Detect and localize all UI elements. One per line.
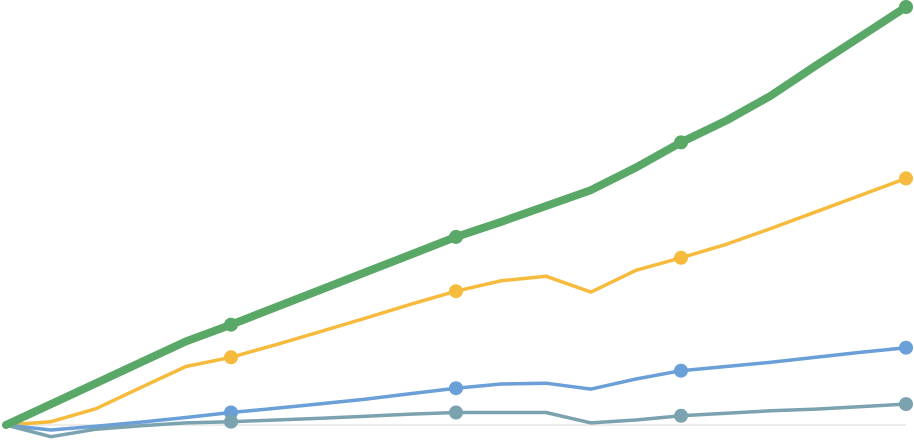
series-1-point-20	[899, 0, 913, 14]
series-2-point-20	[899, 171, 913, 186]
series-4-point-10	[449, 405, 463, 420]
series-4-point-5	[224, 414, 238, 429]
series-2-point-5	[224, 350, 238, 365]
series-3-point-20	[899, 340, 913, 355]
series-3-point-10	[449, 381, 463, 396]
series-4-point-20	[899, 397, 913, 412]
series-4-point-15	[674, 408, 688, 423]
series-2-point-10	[449, 284, 463, 299]
series-1-point-10	[449, 229, 463, 244]
series-2-point-15	[674, 250, 688, 265]
series-3-point-15	[674, 363, 688, 378]
series-1-point-15	[674, 135, 688, 150]
series-1-point-5	[224, 317, 238, 332]
